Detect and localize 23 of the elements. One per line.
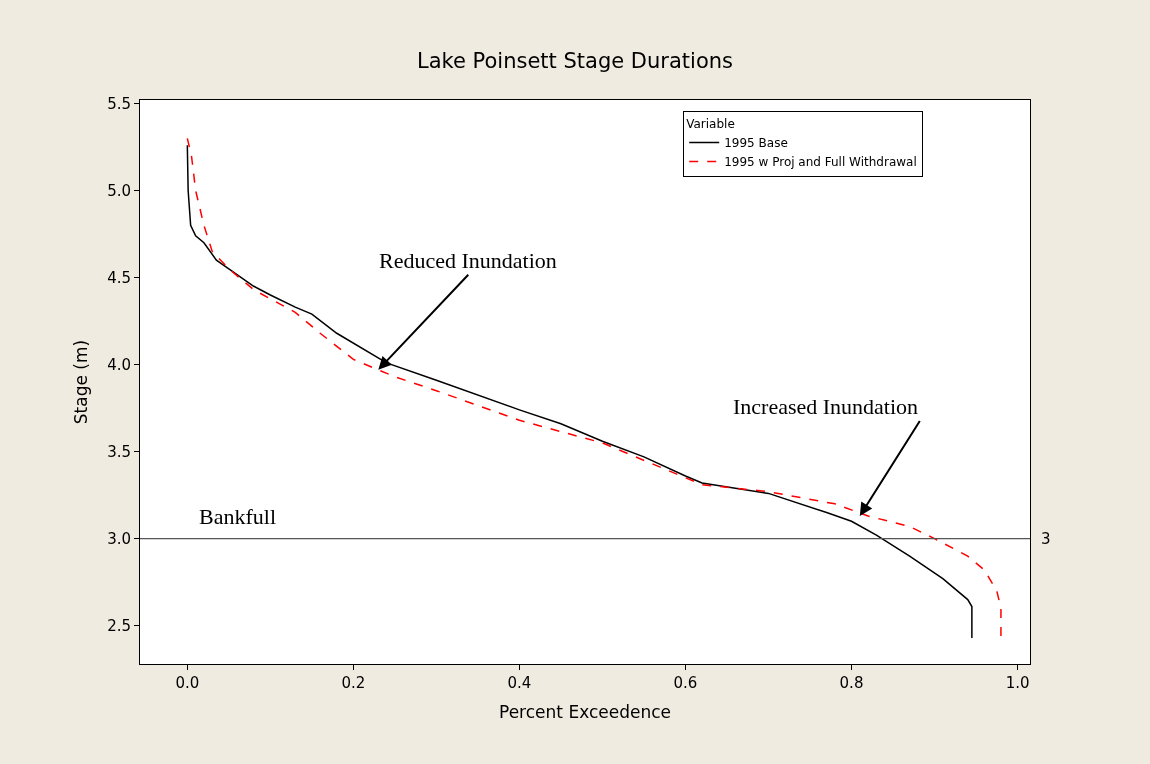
annotation: Bankfull bbox=[199, 504, 276, 529]
x-tick-label: 0.6 bbox=[673, 674, 698, 692]
y-tick-label: 4.5 bbox=[107, 268, 131, 287]
annotation: Reduced Inundation bbox=[379, 248, 557, 273]
legend-label: 1995 w Proj and Full Withdrawal bbox=[724, 155, 917, 170]
y-axis-title: Stage (m) bbox=[70, 339, 91, 425]
y-tick-label: 3.5 bbox=[107, 442, 131, 461]
chart-title: Lake Poinsett Stage Durations bbox=[417, 49, 733, 74]
y-tick-label: 4.0 bbox=[107, 355, 131, 374]
x-tick-label: 0.2 bbox=[341, 674, 366, 692]
y-tick-label: 5.0 bbox=[107, 181, 131, 200]
x-tick-label: 0.8 bbox=[839, 674, 864, 692]
x-tick-label: 0.4 bbox=[507, 674, 532, 692]
y-tick-label: 5.5 bbox=[107, 94, 131, 113]
legend-label: 1995 Base bbox=[724, 136, 788, 151]
x-tick-label: 0.0 bbox=[175, 674, 200, 692]
ref-line-label: 3 bbox=[1041, 530, 1051, 548]
y-tick-label: 2.5 bbox=[107, 616, 131, 635]
annotation: Increased Inundation bbox=[733, 394, 919, 419]
x-tick-label: 1.0 bbox=[1005, 674, 1030, 692]
legend-title: Variable bbox=[686, 116, 735, 131]
x-axis-title: Percent Exceedence bbox=[499, 702, 671, 723]
y-tick-label: 3.0 bbox=[107, 529, 131, 548]
